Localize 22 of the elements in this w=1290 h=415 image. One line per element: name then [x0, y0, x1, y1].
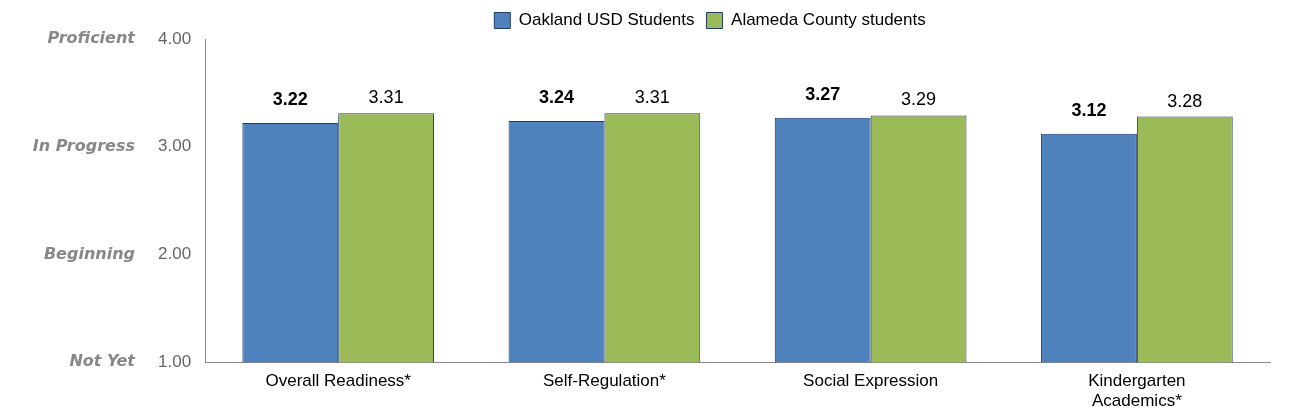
text: Beginning [43, 243, 135, 263]
text: Not Yet [69, 351, 137, 371]
legend-label: Alameda County students [731, 10, 926, 30]
data-label: 3.24 [538, 86, 575, 107]
x-tick-label: Social Expression [803, 371, 939, 391]
x-tick-label: Kindergarten Academics* [1088, 371, 1186, 411]
y-tick-label: 3.00 [157, 136, 192, 156]
data-label: 3.12 [1071, 99, 1107, 120]
legend-label: Oakland USD Students [518, 10, 695, 30]
y-tick-label: 1.00 [157, 351, 192, 371]
data-label: 3.27 [805, 83, 841, 104]
data-label: 3.22 [272, 89, 308, 109]
y-tick-label: 4.00 [157, 28, 192, 48]
y-tick-label: 2.00 [157, 244, 192, 264]
text: Proficient [47, 28, 137, 48]
x-tick-label: Overall Readiness* [265, 371, 412, 391]
data-label: 3.29 [901, 89, 937, 110]
text: In Progress [32, 135, 135, 155]
x-tick-label: Self-Regulation* [543, 371, 667, 391]
data-label: 3.31 [634, 87, 670, 108]
data-label: 3.31 [368, 87, 404, 108]
data-label: 3.28 [1167, 90, 1203, 111]
